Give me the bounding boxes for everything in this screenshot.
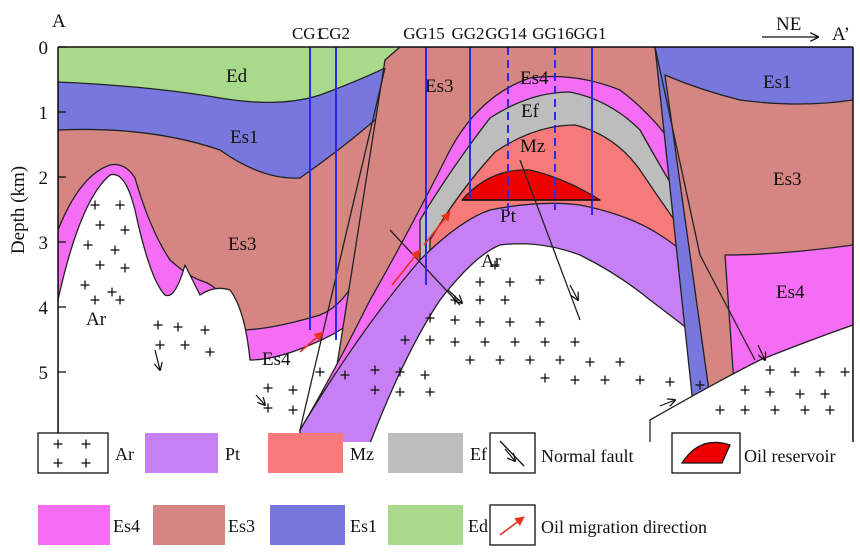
label-ef-center: Ef: [521, 101, 540, 122]
depth-tick-label: 0: [39, 38, 49, 59]
fault-2: [654, 47, 756, 361]
label-ar-left: Ar: [86, 309, 107, 330]
legend-swatch-es3: [153, 505, 225, 545]
legend-label-ed: Ed: [468, 516, 488, 536]
label-es1-left: Es1: [230, 127, 259, 148]
legend-label-ar: Ar: [115, 444, 134, 464]
label-es3-right: Es3: [773, 169, 802, 190]
legend: Ar Pt Mz Ef Normal fault Oil reservoir Es4 Es3 E…: [37, 432, 835, 546]
label-ed: Ed: [226, 66, 248, 87]
ar-left-basement: [58, 173, 356, 442]
legend-swatch-es1: [270, 505, 345, 545]
depth-tick-label: 5: [39, 363, 49, 384]
fault-motion-arrows: [155, 284, 765, 406]
label-mz-center: Mz: [520, 136, 545, 157]
legend-swatch-ar: [37, 432, 109, 474]
label-es3-center: Es3: [425, 76, 454, 97]
fault-3: [519, 159, 581, 321]
basement-crosses: [80, 200, 850, 415]
legend-label-mz: Mz: [350, 444, 374, 464]
well-label: GG1: [573, 24, 606, 43]
migration-arrow-1: [299, 331, 324, 353]
legend-swatch-pt: [145, 433, 218, 473]
depth-tick-label: 3: [39, 233, 49, 254]
legend-label-fault: Normal fault: [541, 446, 633, 466]
legend-swatch-fault: [489, 432, 536, 474]
label-es4-left: Es4: [262, 349, 291, 370]
oil-reservoir: [461, 169, 601, 201]
legend-label-es1: Es1: [350, 516, 377, 536]
label-ar-center: Ar: [481, 251, 502, 272]
well-label: GG15: [403, 24, 445, 43]
legend-swatch-ef: [388, 433, 463, 473]
section-end-label: A’: [832, 24, 850, 45]
legend-label-reservoir: Oil reservoir: [744, 446, 835, 466]
label-es4-right: Es4: [776, 282, 805, 303]
label-pt-center: Pt: [500, 206, 517, 227]
legend-label-es3: Es3: [228, 516, 255, 536]
depth-tick-label: 4: [39, 298, 49, 319]
legend-swatch-mz: [268, 433, 343, 473]
unit-labels: Ed Es1 Es3 Ar Es4 Es3 Es4 Ef Mz Pt Ar Es…: [86, 66, 805, 370]
fault-1: [299, 67, 386, 431]
legend-label-ef: Ef: [470, 444, 487, 464]
legend-label-pt: Pt: [225, 444, 240, 464]
ar-center-basement: [369, 243, 761, 442]
legend-label-es4: Es4: [113, 516, 140, 536]
legend-label-migration: Oil migration direction: [541, 517, 707, 537]
label-es1-right: Es1: [763, 72, 792, 93]
migration-arrows: [299, 211, 451, 353]
y-axis-label: Depth (km): [8, 166, 29, 254]
depth-tick-label: 2: [39, 168, 49, 189]
depth-axis: 0 1 2 3 4 5: [39, 38, 66, 384]
label-es4-center: Es4: [520, 68, 549, 89]
well-label: CG1: [292, 24, 324, 43]
direction-label: NE: [776, 14, 801, 35]
legend-swatch-es4: [38, 505, 110, 545]
section-start-label: A: [52, 11, 66, 32]
migration-arrow-2: [391, 249, 421, 286]
label-es3-left: Es3: [228, 234, 257, 255]
well-label: GG16: [532, 24, 574, 43]
depth-tick-label: 1: [39, 103, 49, 124]
well-label: CG2: [318, 24, 350, 43]
legend-swatch-ed: [388, 505, 463, 545]
well-label: GG14: [485, 24, 527, 43]
migration-arrow-3: [423, 211, 451, 246]
well-label: GG2: [451, 24, 484, 43]
